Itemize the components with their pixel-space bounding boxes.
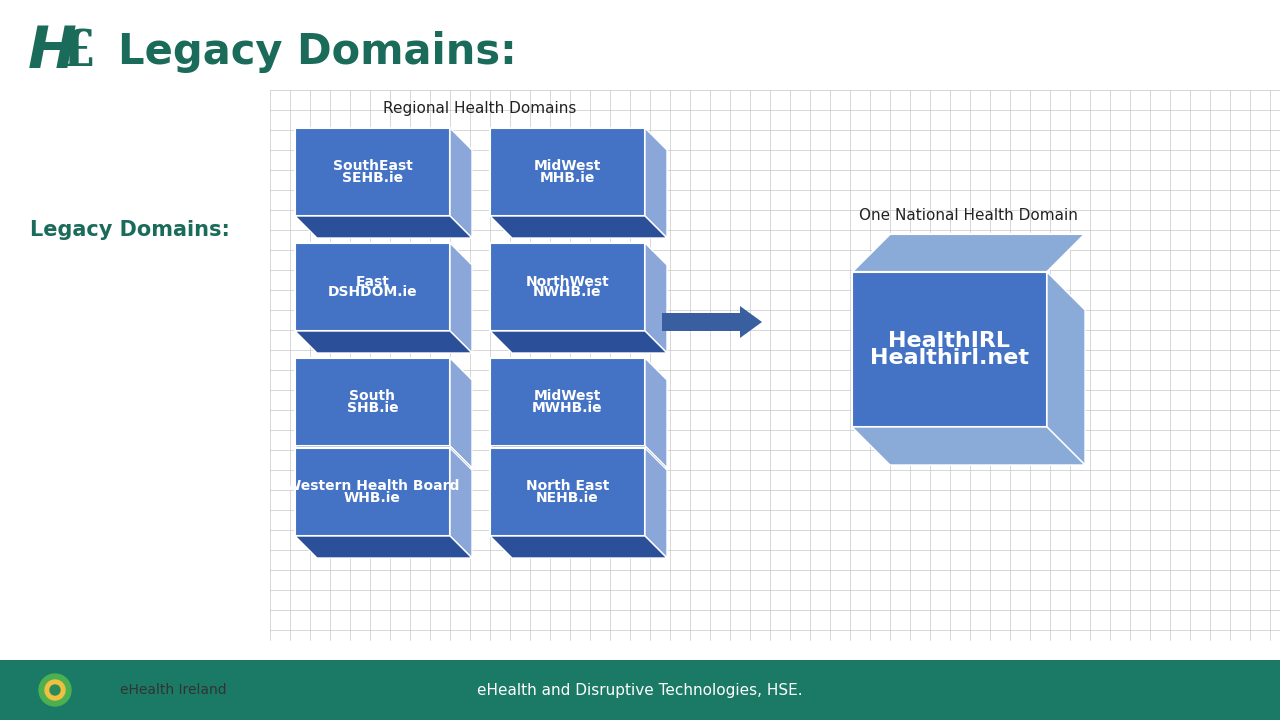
Polygon shape [294,216,472,238]
Polygon shape [451,358,472,468]
FancyBboxPatch shape [490,128,645,216]
FancyBboxPatch shape [490,448,645,536]
Text: Western Health Board: Western Health Board [285,480,460,493]
Text: NEHB.ie: NEHB.ie [536,490,599,505]
FancyBboxPatch shape [0,0,1280,90]
Polygon shape [451,128,472,238]
Polygon shape [645,128,667,238]
Polygon shape [294,536,472,558]
FancyBboxPatch shape [294,448,451,536]
Polygon shape [852,234,1085,272]
Polygon shape [1047,272,1085,465]
Polygon shape [645,358,667,468]
FancyBboxPatch shape [852,272,1047,427]
FancyBboxPatch shape [490,358,645,446]
Text: South: South [349,390,396,403]
Text: North East: North East [526,480,609,493]
Text: HealthIRL: HealthIRL [888,330,1010,351]
Text: H: H [28,24,77,81]
Text: MidWest: MidWest [534,390,602,403]
Text: Regional Health Domains: Regional Health Domains [383,101,577,115]
Text: DSHDOM.ie: DSHDOM.ie [328,286,417,300]
Text: NorthWest: NorthWest [526,274,609,289]
Circle shape [50,685,60,695]
Text: MWHB.ie: MWHB.ie [532,400,603,415]
Polygon shape [294,446,472,468]
Polygon shape [645,448,667,558]
Polygon shape [645,243,667,353]
Polygon shape [852,427,1085,465]
Polygon shape [490,536,667,558]
Text: eHealth and Disruptive Technologies, HSE.: eHealth and Disruptive Technologies, HSE… [477,683,803,698]
Text: SHB.ie: SHB.ie [347,400,398,415]
Polygon shape [490,446,667,468]
Polygon shape [451,243,472,353]
FancyBboxPatch shape [294,358,451,446]
Text: WHB.ie: WHB.ie [344,490,401,505]
Text: £: £ [60,27,96,76]
Polygon shape [451,448,472,558]
Polygon shape [740,306,762,338]
Circle shape [45,680,65,700]
FancyBboxPatch shape [490,243,645,331]
Circle shape [38,674,70,706]
Text: MHB.ie: MHB.ie [540,171,595,184]
Text: Legacy Domains:: Legacy Domains: [118,31,517,73]
Text: Legacy Domains:: Legacy Domains: [29,220,230,240]
FancyBboxPatch shape [0,660,1280,720]
Text: NWHB.ie: NWHB.ie [534,286,602,300]
Text: East: East [356,274,389,289]
Text: eHealth Ireland: eHealth Ireland [120,683,227,697]
FancyBboxPatch shape [294,128,451,216]
Polygon shape [490,216,667,238]
Text: SEHB.ie: SEHB.ie [342,171,403,184]
Polygon shape [490,331,667,353]
Text: One National Health Domain: One National Health Domain [859,209,1078,223]
Text: Healthirl.net: Healthirl.net [870,348,1029,369]
Text: MidWest: MidWest [534,160,602,174]
FancyBboxPatch shape [662,313,742,331]
Text: SouthEast: SouthEast [333,160,412,174]
FancyBboxPatch shape [294,243,451,331]
Polygon shape [294,331,472,353]
